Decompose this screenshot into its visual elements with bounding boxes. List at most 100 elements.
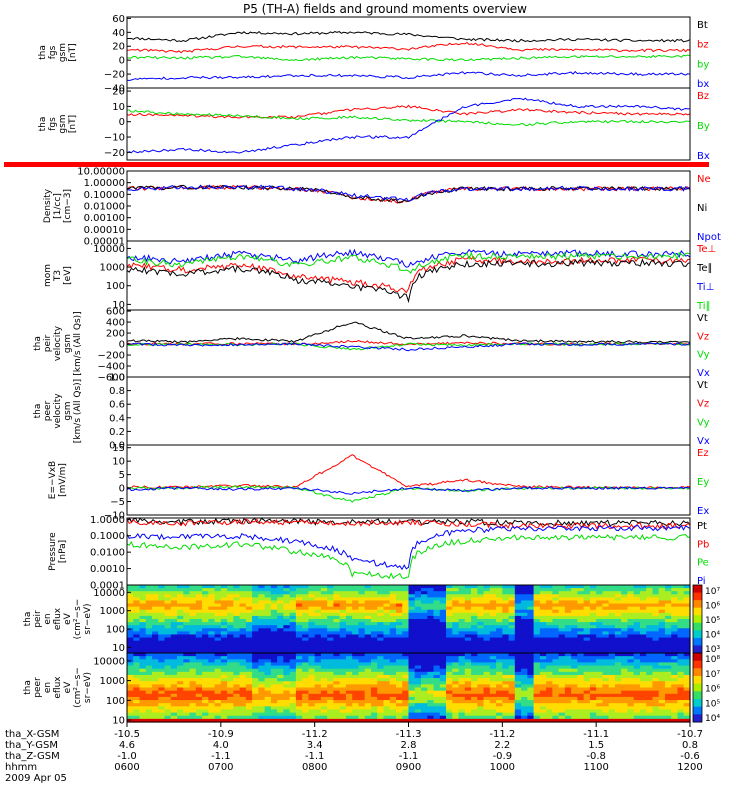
spectrogram-cell (433, 649, 441, 654)
spectrogram-cell (552, 718, 560, 723)
spectrogram-cell (345, 706, 353, 711)
spectrogram-cell (583, 693, 591, 698)
spectrogram-cell (352, 665, 360, 670)
spectrogram-cell (195, 703, 203, 707)
spectrogram-cell (433, 609, 441, 614)
spectrogram-cell (164, 594, 172, 598)
spectrogram-cell (345, 712, 353, 717)
spectrogram-cell (652, 649, 660, 654)
spectrogram-cell (339, 606, 347, 611)
spectrogram-cell (258, 631, 266, 636)
spectrogram-cell (589, 709, 597, 714)
spectrogram-cell (627, 668, 635, 673)
spectrogram-cell (302, 615, 310, 620)
spectrogram-cell (421, 653, 428, 657)
spectrogram-cell (170, 715, 178, 720)
spectrogram-cell (614, 612, 622, 617)
spectrogram-cell (358, 653, 366, 657)
spectrogram-cell (364, 678, 372, 682)
spectrogram-cell (552, 628, 560, 632)
spectrogram-cell (320, 628, 328, 632)
spectrogram-cell (139, 628, 147, 632)
spectrogram-cell (646, 603, 654, 608)
spectrogram-cell (421, 665, 428, 670)
spectrogram-cell (633, 619, 641, 623)
spectrogram-cell (664, 662, 672, 667)
spectrogram-cell (258, 646, 266, 651)
spectrogram-cell (139, 706, 147, 711)
spectrogram-cell (414, 640, 422, 645)
spectrogram-cell (195, 700, 203, 704)
spectrogram-cell (552, 700, 560, 704)
spectrogram-cell (289, 671, 297, 676)
spectrogram-cell (646, 709, 654, 714)
spectrogram-cell (345, 690, 353, 695)
spectrogram-cell (439, 693, 447, 698)
spectrogram-cell (314, 690, 322, 695)
spectrogram-cell (677, 634, 685, 639)
spectrogram-cell (327, 619, 335, 623)
spectrogram-cell (521, 591, 528, 595)
spectrogram-cell (571, 597, 578, 602)
spectrogram-cell (245, 597, 253, 602)
spectrogram-cell (471, 634, 478, 639)
y-tick-label: 0 (119, 56, 125, 67)
spectrogram-cell (564, 653, 572, 657)
spectrogram-cell (233, 665, 241, 670)
spectrogram-cell (377, 678, 385, 682)
spectrogram-cell (658, 696, 666, 701)
spectrogram-cell (233, 674, 241, 679)
spectrogram-cell (345, 703, 353, 707)
spectrogram-cell (421, 671, 428, 676)
spectrogram-cell (527, 609, 535, 614)
spectrogram-cell (483, 715, 491, 720)
spectrogram-cell (546, 700, 553, 704)
spectrogram-cell (533, 625, 541, 629)
spectrogram-cell (308, 696, 316, 701)
ground-moments-divider (4, 162, 709, 167)
spectrogram-cell (395, 637, 403, 642)
spectrogram-cell (152, 681, 159, 685)
spectrogram-cell (295, 662, 303, 667)
spectrogram-cell (439, 690, 447, 695)
spectrogram-cell (302, 684, 310, 689)
series-line-bx (126, 70, 691, 82)
spectrogram-cell (202, 674, 209, 679)
spectrogram-cell (177, 653, 184, 657)
series-line-bz (126, 41, 691, 54)
spectrogram-cell (452, 671, 460, 676)
y-axis-label-line: eflux (53, 607, 63, 630)
spectrogram-cell (252, 668, 259, 673)
spectrogram-cell (220, 594, 228, 598)
spectrogram-cell (646, 606, 654, 611)
spectrogram-cell (208, 653, 216, 657)
spectrogram-cell (189, 656, 197, 660)
spectrogram-cell (333, 625, 341, 629)
spectrogram-cell (189, 622, 197, 626)
spectrogram-cell (639, 619, 647, 623)
spectrogram-cell (483, 659, 491, 664)
spectrogram-cell (683, 622, 691, 626)
spectrogram-cell (158, 643, 166, 648)
spectrogram-cell (320, 631, 328, 636)
spectrogram-cell (677, 646, 685, 651)
spectrogram-cell (521, 700, 528, 704)
spectrogram-cell (546, 712, 553, 717)
spectrogram-cell (446, 585, 453, 589)
spectrogram-cell (314, 622, 322, 626)
spectrogram-cell (158, 703, 166, 707)
spectrogram-cell (402, 718, 410, 723)
spectrogram-cell (508, 662, 516, 667)
spectrogram-cell (527, 662, 535, 667)
spectrogram-cell (402, 615, 410, 620)
spectrogram-cell (446, 625, 453, 629)
spectrogram-cell (177, 637, 184, 642)
spectrogram-cell (646, 718, 654, 723)
spectrogram-cell (208, 597, 216, 602)
spectrogram-cell (602, 674, 610, 679)
spectrogram-cell (633, 659, 641, 664)
spectrogram-cell (458, 637, 466, 642)
spectrogram-cell (264, 693, 272, 698)
spectrogram-cell (558, 646, 566, 651)
